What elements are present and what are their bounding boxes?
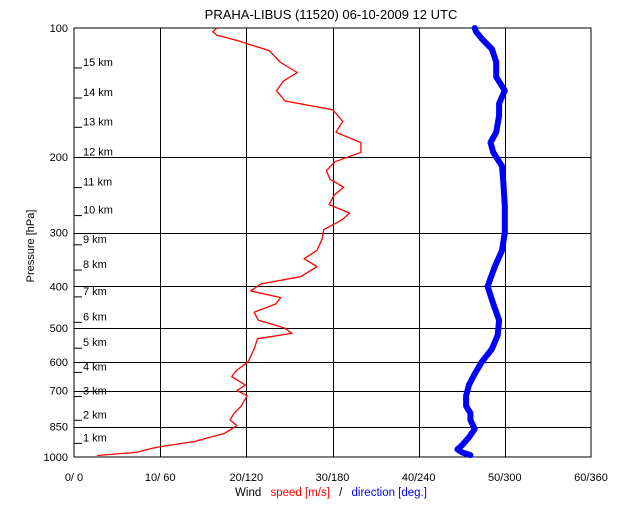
x-tick-labels: 0/ 0 10/ 60 20/120 30/180 40/240 50/300 60/360: [65, 472, 608, 484]
height-labels: 1 km 2 km 3 km 4 km 5 km 6 km 7 km 8 km 9 km 10 k…: [74, 57, 113, 444]
series-lines: [97, 25, 508, 459]
x-axis-label-direction: direction [deg.]: [352, 487, 427, 499]
x-tick-label: 30/180: [316, 472, 350, 484]
height-label: 5 km: [83, 337, 107, 349]
y-tick-label: 850: [50, 422, 68, 434]
height-label: 13 km: [83, 116, 113, 128]
y-tick-labels: 100 200 300 400 500 600 700 850 1000: [44, 23, 68, 464]
plot-frame: [73, 27, 592, 458]
height-label: 11 km: [83, 177, 112, 189]
x-axis-label-sep: /: [339, 487, 343, 499]
height-label: 10 km: [83, 205, 113, 217]
grid: [73, 27, 592, 458]
height-label: 7 km: [83, 286, 107, 298]
x-tick-label: 20/120: [230, 472, 264, 484]
height-label: 4 km: [83, 361, 107, 373]
height-label: 2 km: [83, 409, 107, 421]
height-label: 9 km: [83, 234, 107, 246]
x-axis-label-speed: speed [m/s]: [270, 487, 329, 499]
height-label: 1 km: [83, 432, 107, 444]
x-tick-label: 0/ 0: [65, 472, 83, 484]
height-label: 3 km: [83, 386, 107, 398]
y-tick-label: 200: [50, 152, 68, 164]
y-tick-label: 1000: [44, 452, 68, 464]
direction-line: [454, 25, 508, 459]
y-axis-label: Pressure [hPa]: [25, 210, 37, 283]
x-tick-label: 60/360: [574, 472, 608, 484]
y-tick-label: 500: [50, 323, 68, 335]
height-label: 8 km: [83, 259, 107, 271]
y-tick-label: 700: [50, 386, 68, 398]
height-label: 6 km: [83, 311, 107, 323]
x-axis-label: Wind speed [m/s] / direction [deg.]: [235, 487, 427, 499]
x-tick-label: 40/240: [402, 472, 436, 484]
x-tick-label: 50/300: [488, 472, 522, 484]
y-tick-label: 300: [50, 228, 68, 240]
height-label: 14 km: [83, 87, 113, 99]
y-tick-label: 600: [50, 357, 68, 369]
y-tick-label: 100: [50, 23, 68, 35]
y-tick-label: 400: [50, 281, 68, 293]
height-label: 15 km: [83, 57, 113, 69]
x-tick-label: 10/ 60: [145, 472, 176, 484]
height-label: 12 km: [83, 146, 113, 158]
speed-line: [97, 27, 362, 457]
chart-title: PRAHA-LIBUS (11520) 06-10-2009 12 UTC: [205, 7, 458, 22]
x-axis-label-prefix: Wind: [235, 487, 261, 499]
